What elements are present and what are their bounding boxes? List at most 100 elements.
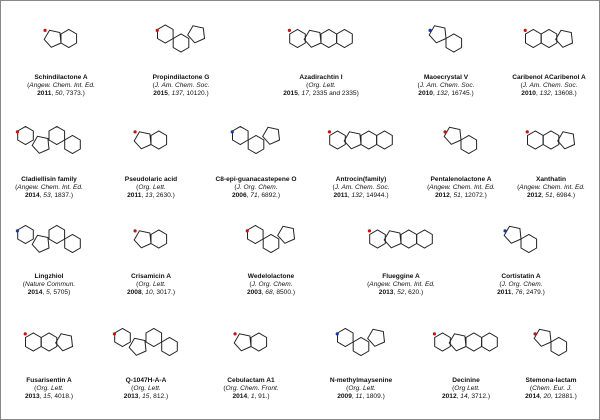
caption-citation-line: 2015, 137, 10120.) — [153, 90, 209, 97]
heteroatom-mark — [327, 130, 332, 134]
ring — [337, 327, 354, 348]
ring — [55, 333, 74, 352]
caption-journal: J. Am. Chem. Soc. — [522, 82, 578, 89]
ring — [161, 336, 178, 357]
caption-pages: 3017. — [156, 289, 173, 296]
ring — [383, 230, 402, 249]
caption-journal-line: (Org. Lett. — [136, 184, 166, 191]
heteroatom-mark — [133, 130, 137, 134]
caption-journal-line: (Angew. Chem. Int. Ed. — [367, 281, 435, 288]
caption-volume: 53 — [43, 192, 51, 199]
caption-name: Cortistatin A — [501, 273, 541, 280]
caption-pages: 6892. — [261, 192, 278, 199]
heteroatom-mark — [533, 332, 537, 336]
ring — [289, 28, 306, 49]
compound-caption: Azadirachtin I (Org. Lett. 2015, 17, 2335 … — [275, 74, 367, 98]
ring — [443, 126, 462, 145]
caption-citation-line: 2011, 50, 7373.) — [37, 90, 85, 97]
ring — [247, 134, 265, 155]
caption-pages: 4018. — [54, 393, 71, 400]
heteroatom-mark — [335, 332, 339, 336]
caption-journal: Angew. Chem. Int. Ed. — [17, 184, 83, 191]
caption-citation-line: 2013, 15, 812.) — [123, 393, 169, 400]
ring — [400, 229, 418, 249]
caption-citation-line: 2014, 5, 5705) — [27, 289, 71, 296]
ring — [48, 125, 66, 146]
heteroatom-mark — [15, 229, 20, 233]
caption-journal-line: (Org. Lett. — [346, 385, 376, 392]
caption-year: 2006 — [231, 192, 247, 199]
ring — [320, 28, 338, 49]
caption-citation-line: 2015, 17, 2335 and 2335) — [283, 90, 359, 97]
caption-volume: 52 — [397, 289, 405, 296]
compound-caption: C8-epi-guanacastepene O (J. Org. Chem. 200… — [210, 176, 302, 200]
molecule-structure — [335, 327, 386, 357]
ring — [360, 130, 378, 150]
caption-name: Propindilactone G — [152, 74, 210, 81]
caption-pages: 1809. — [366, 393, 383, 400]
caption-citation-line: 2010, 132, 16745.) — [418, 90, 474, 97]
caption-journal: Org. Lett. — [138, 184, 166, 191]
caption-journal-line: (Org Lett. — [452, 385, 480, 392]
heteroatom-mark — [133, 229, 137, 233]
compound-caption: Maoecrystal V (J. Am. Chem. Soc. 2010, 132… — [400, 74, 492, 98]
caption-journal-line: (Angew. Chem. Int. Ed. — [427, 184, 495, 191]
ring — [352, 336, 370, 357]
caption-name: Caribenol ACaribenol A — [512, 74, 586, 81]
ring — [434, 332, 451, 352]
compound-caption: Xanthatin (Angew. Chem. Int. Ed. 2012, 51,… — [505, 176, 597, 200]
molecule-structure — [43, 28, 78, 49]
ring — [64, 233, 81, 254]
caption-year: 2003 — [246, 289, 262, 296]
caption-pages: 2479. — [526, 289, 543, 296]
caption-year: 2013 — [378, 289, 394, 296]
caption-volume: 71 — [250, 192, 258, 199]
caption-journal: Org. Lett. — [36, 385, 64, 392]
caption-pages: 91. — [258, 393, 268, 400]
ring — [133, 131, 152, 150]
caption-volume: 20 — [543, 393, 551, 400]
caption-volume: 132 — [436, 90, 448, 97]
ring — [533, 328, 552, 347]
caption-volume: 11 — [355, 393, 363, 400]
caption-citation-line: 2009, 11, 1809.) — [337, 393, 385, 400]
molecule-structure — [23, 332, 74, 352]
caption-pages: 2335 and 2335 — [312, 90, 357, 97]
compound-caption: N-methylmaysenine (Org. Lett. 2009, 11, 18… — [315, 377, 407, 401]
ring — [17, 125, 34, 146]
ring — [542, 130, 560, 150]
ring — [17, 224, 34, 245]
caption-volume: 1 — [250, 393, 255, 400]
caption-name: Schindilactone A — [34, 74, 88, 81]
caption-name: Maoecrystal V — [423, 74, 469, 81]
caption-volume: 14 — [460, 393, 468, 400]
caption-year: 2008 — [126, 289, 142, 296]
caption-journal: Angew. Chem. Int. Ed. — [369, 281, 435, 288]
ring — [150, 229, 168, 249]
caption-name: Stemona-lactam — [525, 377, 577, 384]
caption-year: 2014 — [525, 393, 540, 400]
caption-journal-line: (J. Am. Chem. Soc. — [520, 82, 578, 89]
molecule-structure — [155, 24, 206, 53]
caption-volume: 50 — [55, 90, 63, 97]
ring — [343, 131, 362, 150]
caption-pages: 6984. — [556, 192, 573, 199]
caption-year: 2011 — [333, 192, 348, 199]
ring — [40, 332, 58, 352]
caption-citation-line: 2003, 68, 8500.) — [246, 289, 296, 296]
caption-pages: 12881. — [554, 393, 575, 400]
heteroatom-mark — [15, 130, 20, 134]
caption-volume: 68 — [265, 289, 273, 296]
compound-caption: Pentalenolactone A (Angew. Chem. Int. Ed.… — [415, 176, 507, 200]
heteroatom-mark — [525, 130, 529, 134]
caption-year: 2012 — [441, 393, 457, 400]
compound-caption: Wedelolactone (J. Org. Chem. 2003, 68, 850… — [225, 273, 317, 297]
ring — [25, 332, 42, 352]
caption-journal: J. Org. Chem. — [251, 281, 293, 288]
ring — [527, 130, 544, 150]
ring — [247, 224, 264, 245]
caption-pages: 5705 — [53, 289, 69, 296]
caption-year: 2012 — [526, 192, 542, 199]
ring — [233, 333, 252, 352]
heteroatom-mark — [233, 332, 237, 336]
